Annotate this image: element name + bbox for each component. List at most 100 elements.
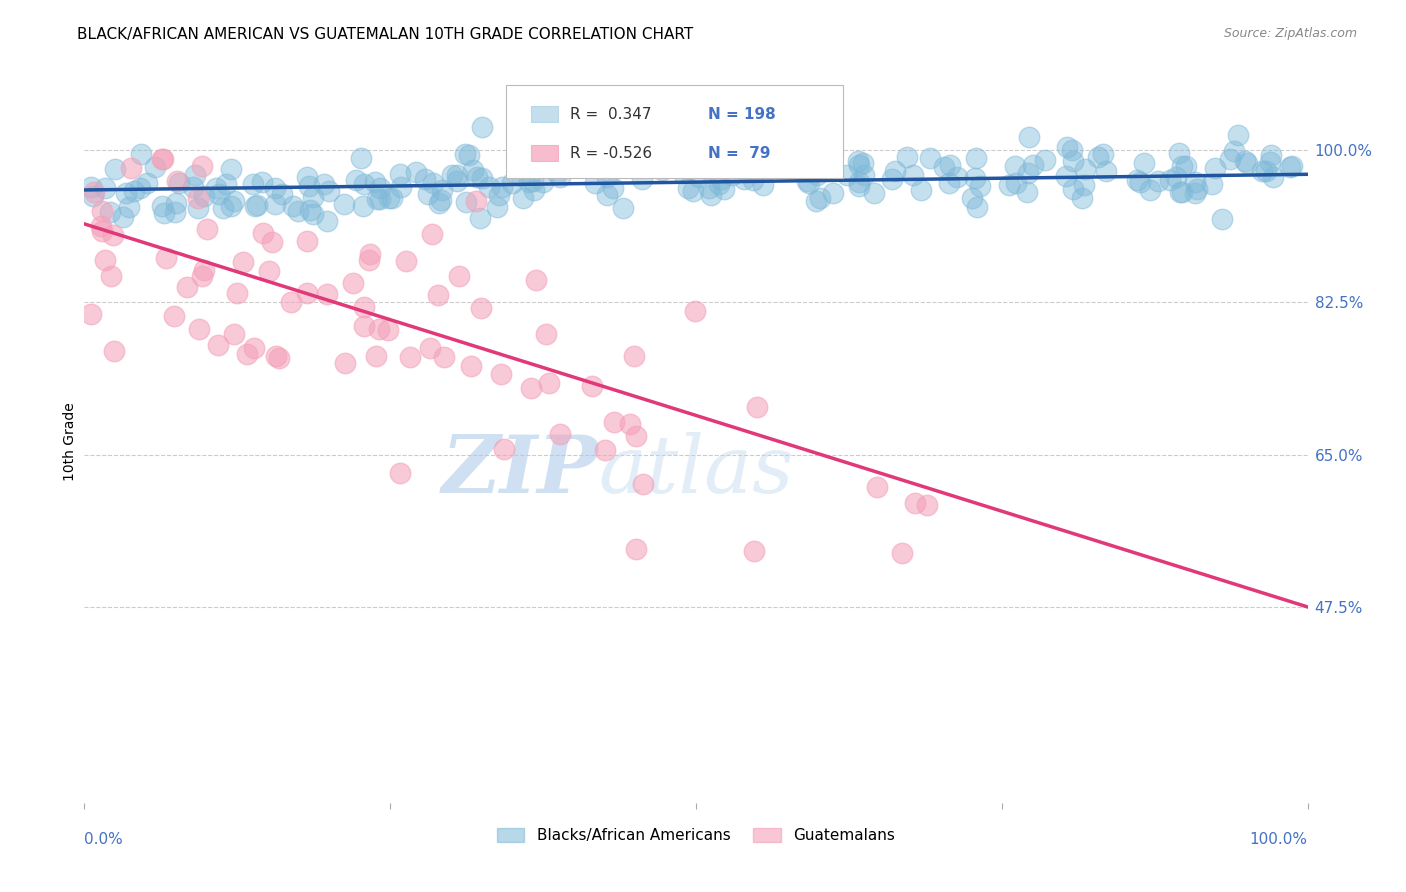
Point xyxy=(222,326,245,341)
Point xyxy=(678,180,700,194)
Point xyxy=(207,338,229,352)
Point xyxy=(464,194,486,208)
Point xyxy=(163,309,186,323)
Point xyxy=(191,268,214,283)
Point xyxy=(287,204,309,219)
Point xyxy=(797,177,820,191)
FancyBboxPatch shape xyxy=(506,86,842,178)
Point xyxy=(352,199,374,213)
Point xyxy=(486,200,509,214)
Point xyxy=(103,227,125,242)
Point xyxy=(259,263,281,277)
Point xyxy=(737,161,759,176)
Point xyxy=(104,162,127,177)
Point xyxy=(934,160,956,174)
Point xyxy=(848,178,870,193)
Point xyxy=(969,178,991,193)
Point xyxy=(457,147,479,161)
Point xyxy=(176,280,198,294)
Point xyxy=(1211,212,1233,227)
Point xyxy=(1234,153,1257,168)
Legend: Blacks/African Americans, Guatemalans: Blacks/African Americans, Guatemalans xyxy=(491,822,901,849)
Point xyxy=(93,252,115,267)
Point xyxy=(100,269,122,284)
Point xyxy=(267,351,290,365)
Point xyxy=(80,179,103,194)
Point xyxy=(470,301,492,315)
Point xyxy=(122,185,145,199)
Point xyxy=(1170,185,1192,199)
Point xyxy=(818,158,841,172)
Point xyxy=(517,175,540,189)
Point xyxy=(796,174,818,188)
Text: ZIP: ZIP xyxy=(441,432,598,509)
Point xyxy=(1185,182,1208,196)
Point xyxy=(728,161,751,176)
Point xyxy=(716,145,738,159)
Point xyxy=(262,235,284,249)
Point xyxy=(1126,173,1149,187)
Point xyxy=(596,187,619,202)
Point xyxy=(222,194,245,208)
Point xyxy=(219,199,242,213)
Point xyxy=(509,169,531,184)
Point xyxy=(883,164,905,178)
Point xyxy=(478,179,501,194)
Point xyxy=(1281,159,1303,173)
Point xyxy=(1054,169,1077,184)
Point xyxy=(280,295,302,310)
Point xyxy=(447,268,470,283)
Point xyxy=(866,480,889,494)
Point xyxy=(315,286,337,301)
Point xyxy=(707,177,730,191)
Text: R = -0.526: R = -0.526 xyxy=(569,146,652,161)
Point xyxy=(150,199,173,213)
Point xyxy=(90,219,112,233)
Point xyxy=(846,153,869,168)
Point xyxy=(166,174,188,188)
Point xyxy=(429,194,451,208)
Point xyxy=(242,341,264,355)
Point xyxy=(612,201,634,215)
Point xyxy=(965,151,987,165)
Point xyxy=(225,285,247,300)
Point xyxy=(1174,159,1197,173)
Point xyxy=(602,181,624,195)
Point xyxy=(526,273,548,287)
Point xyxy=(862,186,884,201)
Point xyxy=(389,180,412,194)
Point xyxy=(523,183,546,197)
Point xyxy=(1204,161,1226,175)
Point xyxy=(531,175,554,189)
Point xyxy=(1166,169,1188,184)
Point xyxy=(181,180,204,194)
Point xyxy=(633,477,655,491)
Point xyxy=(468,211,491,226)
Point xyxy=(246,198,269,212)
Point xyxy=(422,227,444,241)
Point xyxy=(853,168,876,182)
Text: N =  79: N = 79 xyxy=(709,146,770,161)
Point xyxy=(1171,159,1194,173)
Point xyxy=(752,178,775,193)
Point xyxy=(651,162,673,177)
Point xyxy=(1018,130,1040,145)
Point xyxy=(318,185,340,199)
Point xyxy=(460,359,482,374)
Point xyxy=(938,176,960,190)
Point xyxy=(512,191,534,205)
Point xyxy=(695,159,717,173)
Point xyxy=(581,379,603,393)
Point xyxy=(1254,164,1277,178)
Point xyxy=(120,161,142,175)
Point xyxy=(416,186,439,201)
Point xyxy=(519,381,541,395)
Point xyxy=(1139,183,1161,197)
Point xyxy=(232,254,254,268)
Point xyxy=(82,189,104,203)
Point xyxy=(1129,175,1152,189)
Point xyxy=(103,343,125,358)
Point xyxy=(1236,155,1258,169)
Point xyxy=(471,120,494,135)
Point xyxy=(167,176,190,190)
